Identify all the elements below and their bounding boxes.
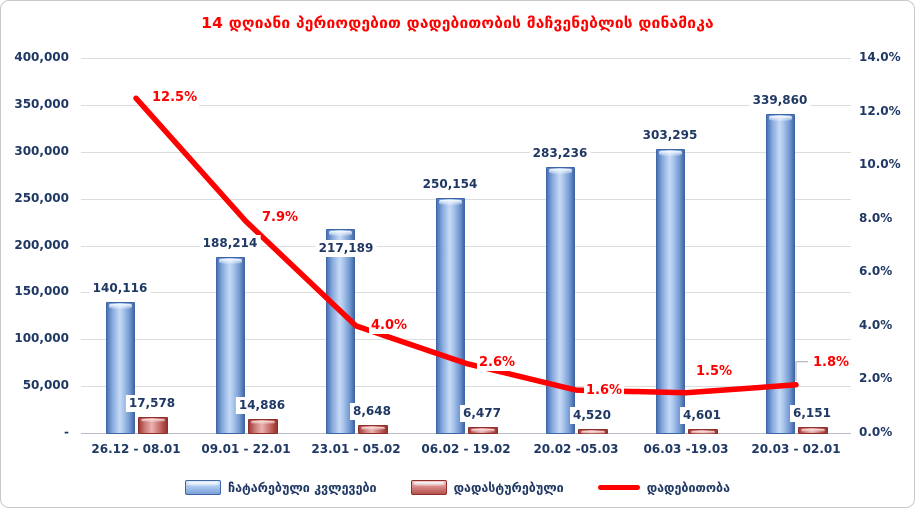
- bar-top-highlight: [769, 116, 792, 122]
- value-label-conducted: 339,860: [749, 92, 811, 110]
- legend: ჩატარებული კვლევები დადასტურებული დადებითო…: [1, 475, 914, 499]
- bar-top-highlight: [219, 258, 242, 264]
- right-axis-tick: 10.0%: [859, 157, 901, 172]
- right-axis-tick: 0.0%: [859, 425, 893, 439]
- bar-confirmed: [468, 426, 498, 434]
- legend-line-swatch: [597, 484, 640, 490]
- percent-label-positivity: 1.5%: [694, 362, 735, 380]
- legend-item: ჩატარებული კვლევები: [184, 479, 377, 495]
- left-axis-tick: 250,000: [14, 190, 69, 205]
- value-label-conducted: 140,116: [89, 279, 151, 297]
- value-label-confirmed: 6,151: [790, 405, 834, 423]
- x-axis-category-label: 20.03 - 02.01: [751, 442, 841, 456]
- bar-top-highlight: [691, 430, 715, 434]
- value-label-conducted: 283,236: [529, 145, 591, 163]
- gridline: [81, 198, 851, 200]
- left-axis-tick: 150,000: [14, 284, 69, 299]
- percent-label-positivity: 4.0%: [369, 316, 410, 334]
- left-axis-tick: 100,000: [14, 331, 69, 346]
- left-axis-tick: 300,000: [14, 143, 69, 158]
- bar-top-highlight: [581, 430, 605, 434]
- bar-top-highlight: [413, 481, 444, 486]
- gridline: [81, 151, 851, 153]
- bar-top-highlight: [109, 303, 132, 309]
- x-axis-line: [81, 433, 851, 434]
- bar-top-highlight: [801, 429, 825, 433]
- left-axis-tick: -: [64, 425, 69, 439]
- bar-conducted-tests: [546, 167, 575, 434]
- gridline: [81, 245, 851, 247]
- left-axis-tick: 200,000: [14, 237, 69, 252]
- legend-bar-swatch: [410, 479, 447, 495]
- x-axis-category-label: 06.03 -19.03: [643, 442, 729, 456]
- left-axis-tick: 50,000: [22, 378, 69, 393]
- gridline: [81, 292, 851, 294]
- label-leader-line: [795, 361, 808, 381]
- bar-conducted-tests: [656, 148, 685, 434]
- bar-top-highlight: [187, 481, 218, 486]
- value-label-confirmed: 4,520: [570, 406, 614, 424]
- percent-label-positivity: 2.6%: [477, 354, 518, 372]
- value-label-confirmed: 8,648: [350, 402, 394, 420]
- chart-title: 14 დღიანი პერიოდებით დადებითობის მაჩვენე…: [201, 14, 714, 32]
- value-label-conducted: 250,154: [419, 176, 481, 194]
- bar-confirmed: [798, 427, 828, 434]
- bar-top-highlight: [141, 418, 165, 422]
- bar-top-highlight: [329, 231, 352, 237]
- bar-top-highlight: [659, 150, 682, 156]
- legend-label: დადასტურებული: [453, 479, 564, 495]
- value-label-conducted: 188,214: [199, 234, 261, 252]
- legend-bar-swatch: [184, 479, 221, 495]
- percent-label-positivity: 12.5%: [150, 89, 200, 107]
- left-axis-tick: 350,000: [14, 96, 69, 111]
- value-label-confirmed: 6,477: [460, 404, 504, 422]
- left-axis-tick: 400,000: [14, 50, 69, 64]
- percent-label-positivity: 7.9%: [260, 209, 301, 227]
- x-axis-category-label: 06.02 - 19.02: [421, 442, 511, 456]
- gridline: [81, 58, 851, 59]
- x-axis-category-label: 26.12 - 08.01: [91, 442, 181, 456]
- x-axis-category-label: 09.01 - 22.01: [201, 442, 291, 456]
- bar-confirmed: [138, 416, 168, 434]
- bar-confirmed: [578, 428, 608, 434]
- value-label-confirmed: 17,578: [125, 394, 179, 412]
- right-axis-tick: 2.0%: [859, 371, 893, 386]
- bar-conducted-tests: [106, 301, 135, 434]
- bar-conducted-tests: [766, 114, 795, 434]
- right-axis-tick: 8.0%: [859, 210, 893, 225]
- x-axis-category-label: 23.01 - 05.02: [311, 442, 401, 456]
- bar-top-highlight: [471, 428, 495, 432]
- right-axis-tick: 12.0%: [859, 103, 901, 118]
- percent-label-positivity: 1.8%: [811, 353, 852, 371]
- right-axis-tick: 6.0%: [859, 264, 893, 279]
- value-label-conducted: 217,189: [315, 240, 377, 258]
- legend-label: დადებითობა: [646, 479, 730, 495]
- x-axis-category-label: 20.02 -05.03: [533, 442, 619, 456]
- legend-label: ჩატარებული კვლევები: [227, 479, 377, 495]
- legend-item: დადებითობა: [597, 479, 730, 495]
- bar-confirmed: [248, 419, 278, 434]
- right-axis-tick: 4.0%: [859, 317, 893, 332]
- bar-top-highlight: [251, 421, 275, 425]
- value-label-confirmed: 14,886: [235, 397, 289, 415]
- gridline: [81, 386, 851, 388]
- value-label-conducted: 303,295: [639, 126, 701, 144]
- bar-top-highlight: [439, 200, 462, 206]
- bar-top-highlight: [549, 169, 572, 175]
- percent-label-positivity: 1.6%: [584, 382, 625, 400]
- value-label-confirmed: 4,601: [680, 406, 724, 424]
- right-axis-tick: 14.0%: [859, 50, 901, 64]
- bar-confirmed: [688, 428, 718, 434]
- gridline: [81, 339, 851, 341]
- bar-conducted-tests: [436, 198, 465, 434]
- bar-confirmed: [358, 424, 388, 434]
- bar-top-highlight: [361, 426, 385, 430]
- legend-item: დადასტურებული: [410, 479, 564, 495]
